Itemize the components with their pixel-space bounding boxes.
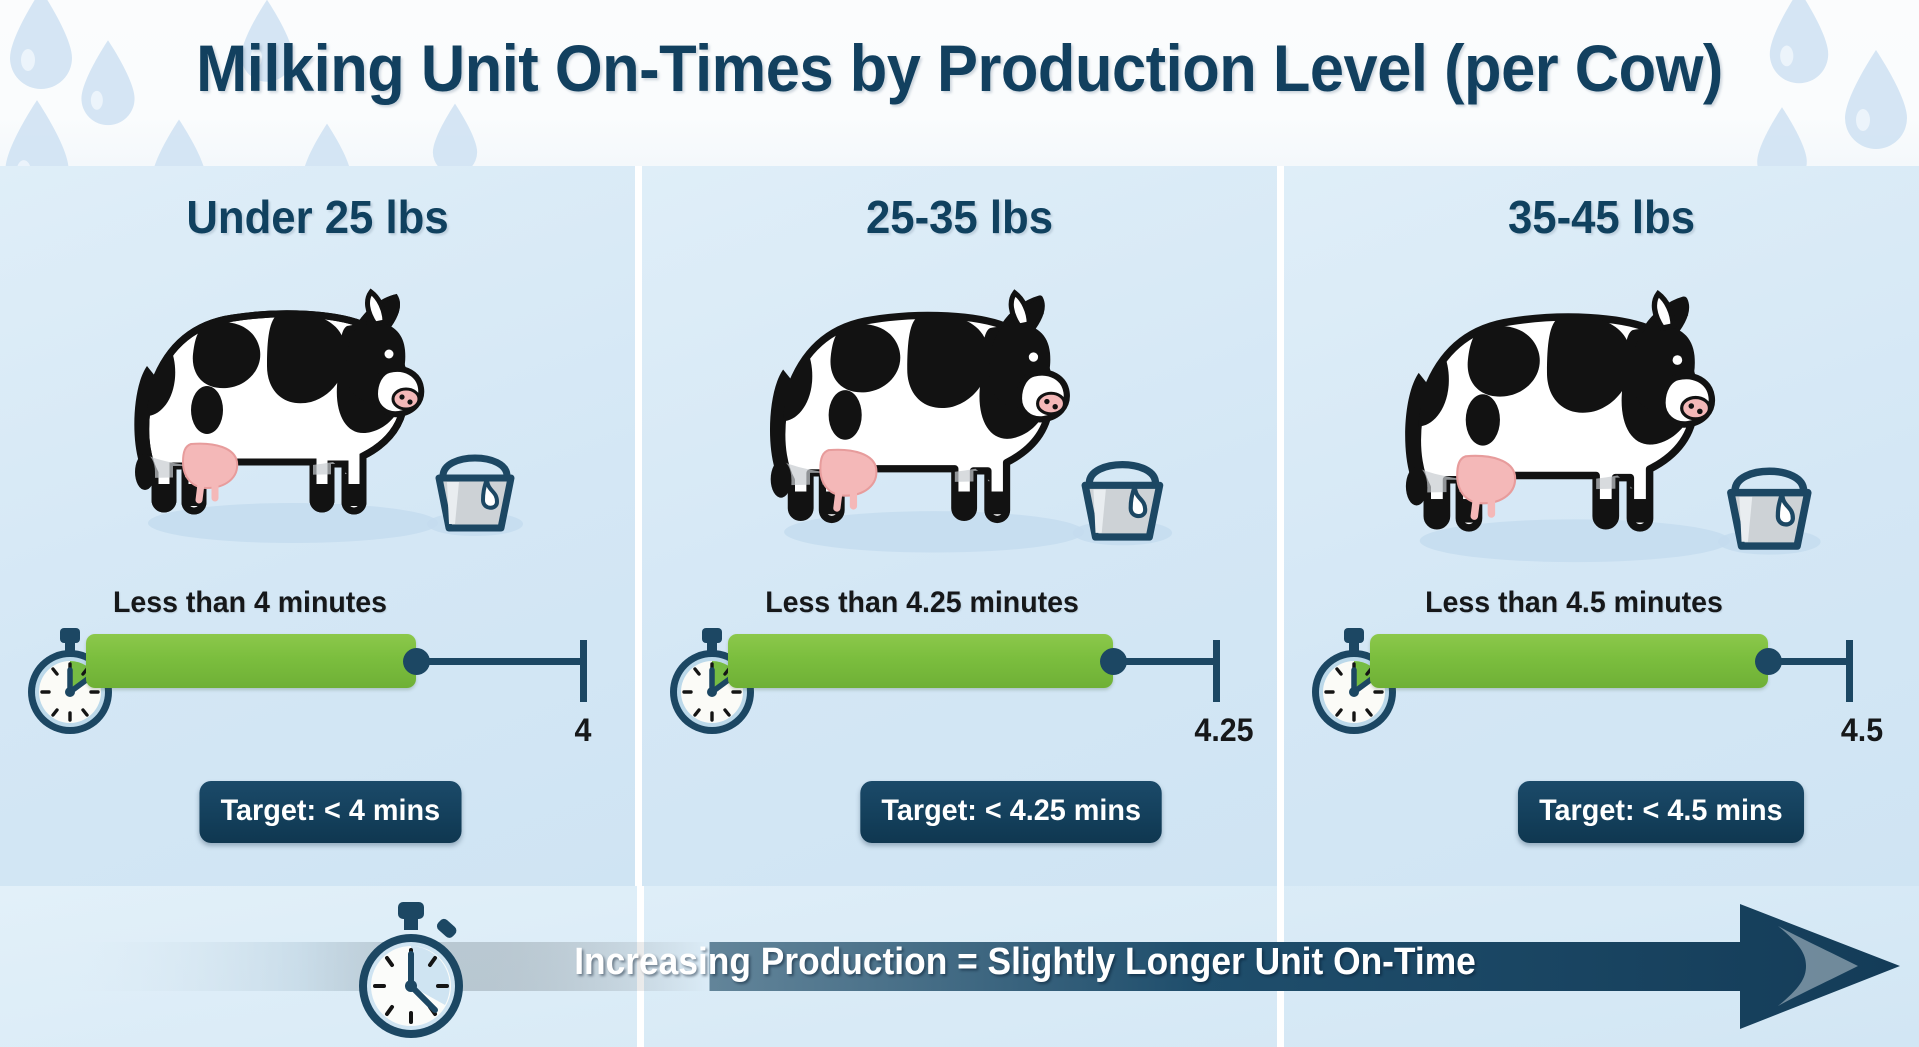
panel-title: Under 25 lbs — [186, 191, 449, 243]
panel-25-35[interactable]: 25-35 lbs — [635, 166, 1277, 886]
gauge-caption: Less than 4.25 minutes — [765, 586, 1079, 619]
stopwatch-icon — [359, 902, 463, 1038]
milk-droplet-icon — [241, 0, 293, 82]
gauge-block: Less than 4.5 minutes — [1284, 586, 1919, 886]
cow-scene — [642, 266, 1277, 566]
gauge-tick-label: 4 — [574, 712, 592, 748]
milk-bucket-icon — [435, 454, 514, 532]
milk-droplet-icon — [432, 103, 478, 166]
banner-message: Increasing Production = Slightly Longer … — [574, 941, 1476, 983]
panel-title: 35-45 lbs — [1507, 191, 1696, 243]
gauge-block: Less than 4.25 minutes — [642, 586, 1277, 886]
target-callout[interactable]: Target: < 4 mins — [199, 781, 462, 843]
milk-bucket-icon — [1727, 467, 1812, 550]
gauge-connector-line — [1113, 658, 1217, 665]
milk-droplet-icon — [154, 119, 204, 166]
stopwatch-icon — [1312, 628, 1396, 734]
milk-droplet-icon — [1769, 0, 1829, 84]
gauge-connector-line — [1768, 658, 1850, 665]
panel-under-25[interactable]: Under 25 lbs — [0, 166, 635, 886]
holstein-cow-icon — [769, 289, 1172, 553]
target-callout[interactable]: Target: < 4.5 mins — [1517, 781, 1804, 843]
summary-banner: Increasing Production = Slightly Longer … — [0, 886, 1919, 1047]
header-band: Milking Unit On-Times by Production Leve… — [0, 0, 1919, 166]
gauge-tick-label: 4.25 — [1194, 712, 1254, 748]
gauge-end-tick — [1213, 640, 1220, 702]
cow-scene — [0, 266, 635, 566]
holstein-cow-icon — [1405, 290, 1821, 563]
stopwatch-icon — [670, 628, 754, 734]
gauge-bar-fill — [1370, 634, 1768, 688]
milk-droplet-icon — [305, 123, 349, 166]
panel-35-45[interactable]: 35-45 lbs — [1277, 166, 1919, 886]
right-arrow-icon — [40, 904, 1900, 1029]
milk-droplet-icon — [1757, 107, 1807, 166]
target-callout[interactable]: Target: < 4.25 mins — [860, 781, 1163, 843]
milk-bucket-icon — [1081, 461, 1163, 541]
gauge-end-tick — [580, 640, 587, 702]
gauge-end-tick — [1846, 640, 1853, 702]
gauge-caption: Less than 4 minutes — [112, 586, 387, 619]
gauge-bar-fill — [86, 634, 416, 688]
gauge-tick-label: 4.5 — [1840, 712, 1884, 748]
milk-droplet-icon — [1845, 50, 1907, 149]
milk-droplet-icon — [81, 40, 135, 126]
gauge-caption: Less than 4.5 minutes — [1425, 586, 1723, 619]
gauge-track: 4 — [86, 634, 591, 748]
panel-title: 25-35 lbs — [865, 191, 1054, 243]
holstein-cow-icon — [133, 288, 523, 543]
gauge-track: 4.25 — [728, 634, 1254, 748]
gauge-connector-line — [416, 658, 584, 665]
panels-row: Under 25 lbs — [0, 166, 1919, 886]
page-title: Milking Unit On-Times by Production Leve… — [196, 31, 1723, 105]
gauge-track: 4.5 — [1370, 634, 1883, 748]
gauge-bar-fill — [728, 634, 1113, 688]
milk-droplet-icon — [5, 100, 69, 166]
gauge-block: Less than 4 minutes — [0, 586, 635, 886]
milk-droplet-icon — [10, 0, 72, 89]
cow-scene — [1284, 266, 1919, 566]
